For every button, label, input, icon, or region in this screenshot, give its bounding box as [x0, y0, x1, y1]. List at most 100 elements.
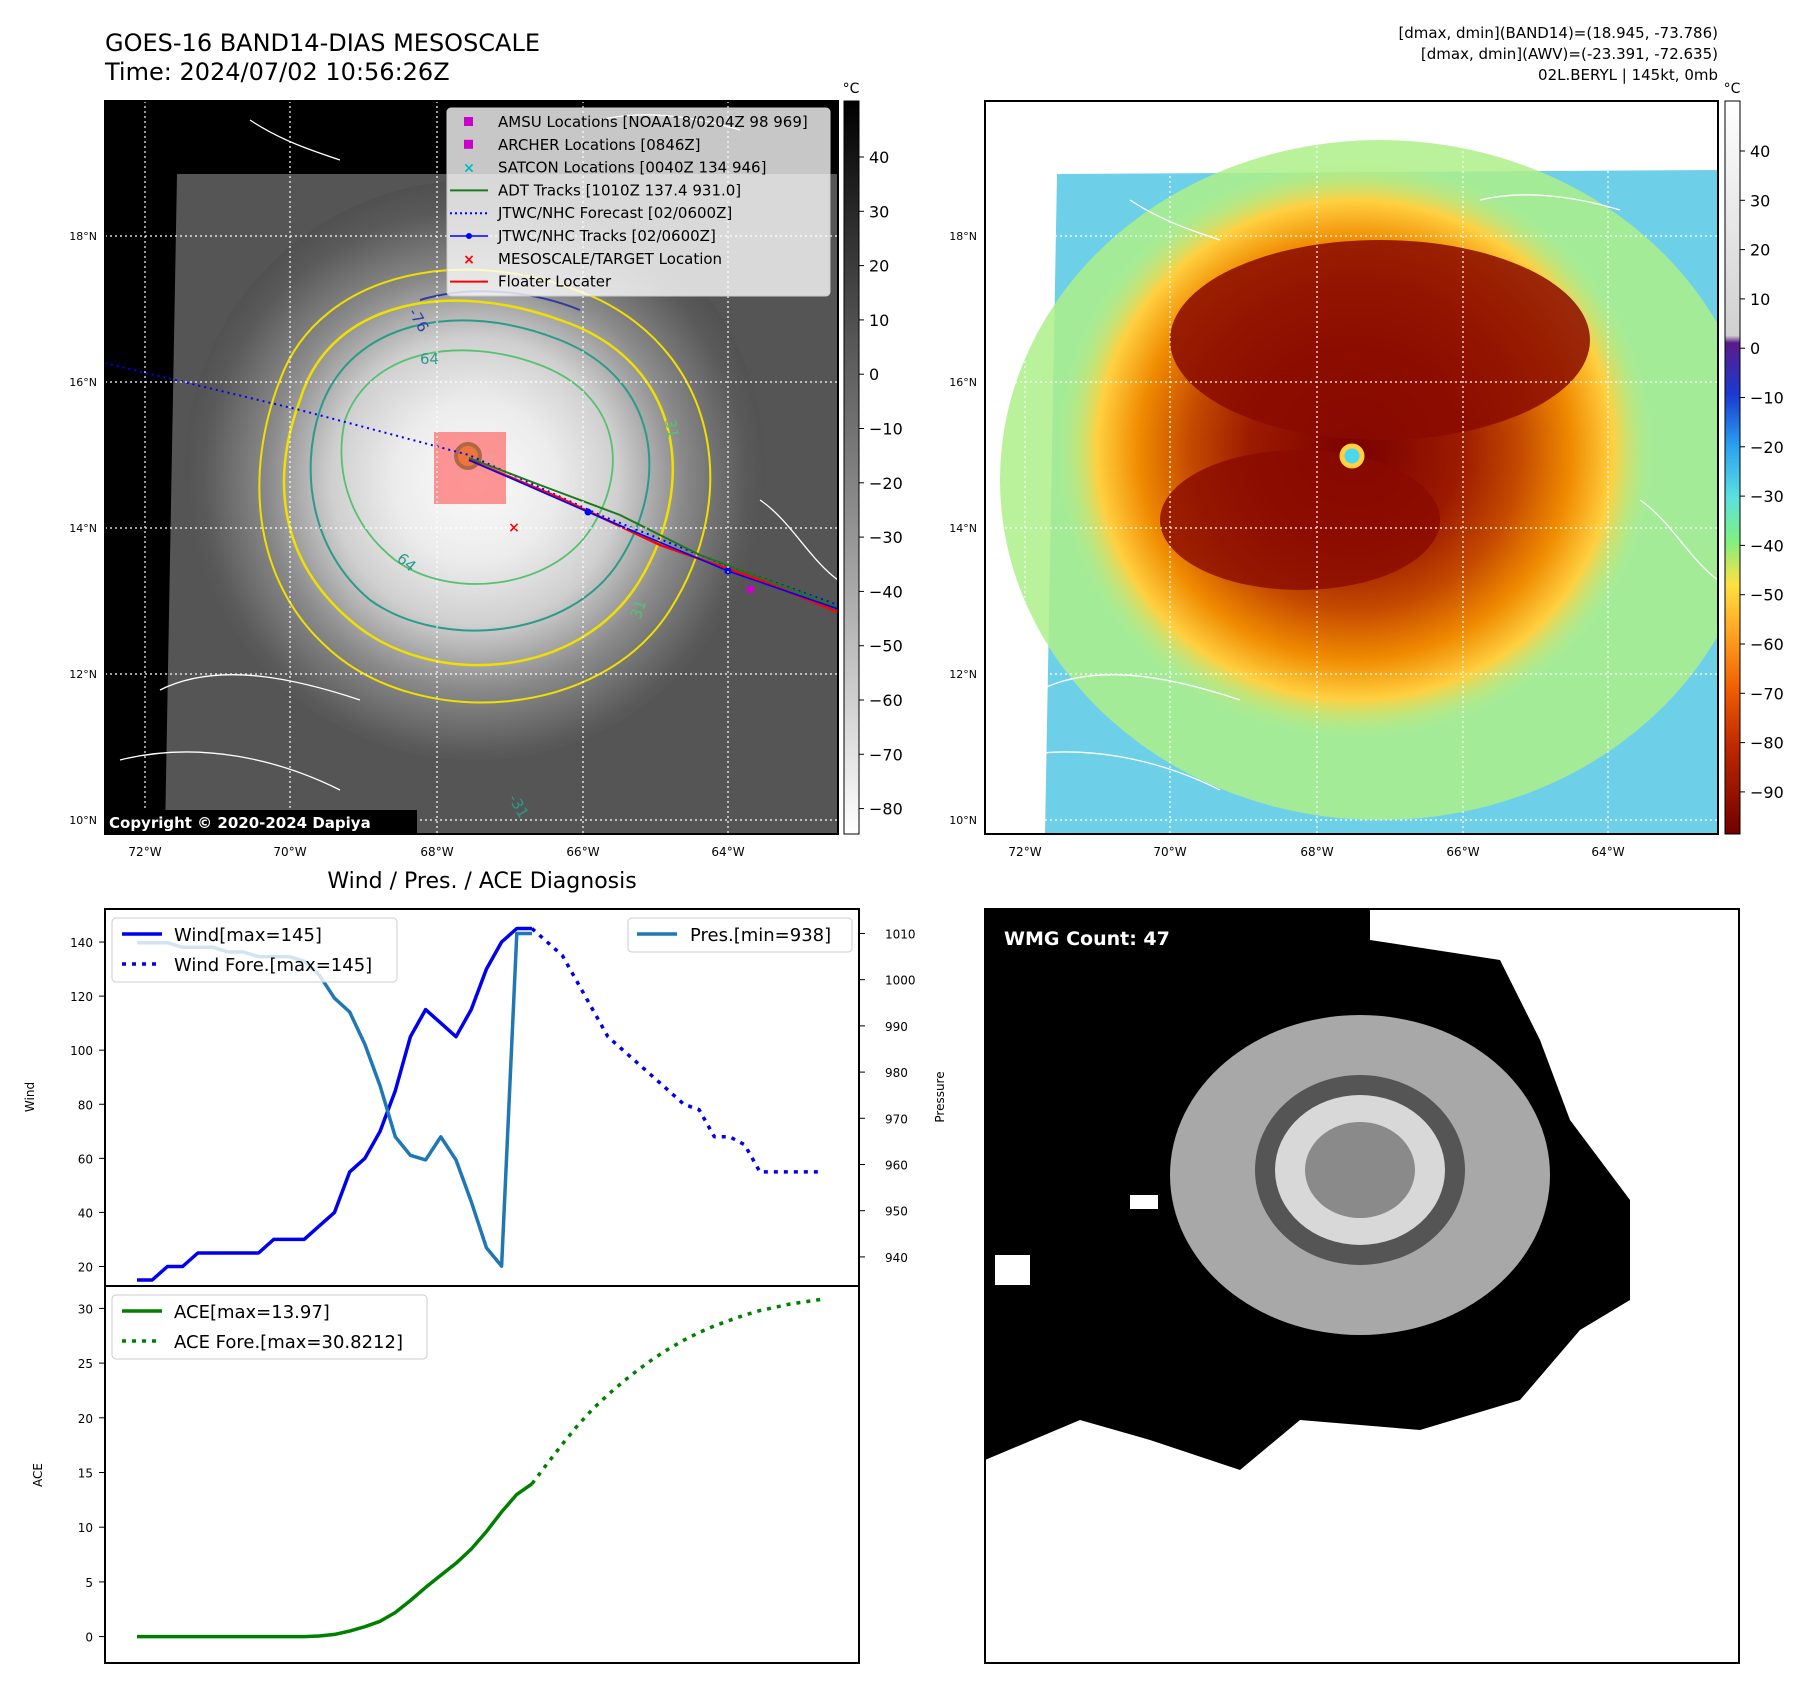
ace-forecast-line [530, 1297, 821, 1485]
legend-label: Floater Locater [498, 273, 612, 291]
color-lon-label: 64°W [1591, 845, 1624, 859]
ace-ytick-label: 20 [78, 1412, 93, 1426]
color-colorbar-tick-label: 30 [1750, 191, 1770, 210]
jtwc-track [468, 459, 838, 610]
wind-ytick-label: 20 [78, 1260, 93, 1274]
ir-colorbar-tick-label: −60 [869, 691, 903, 710]
wind-legend-label: Wind[max=145] [174, 925, 322, 946]
copyright-box [105, 810, 417, 834]
ace-ylabel: ACE [31, 1463, 45, 1487]
pressure-ytick-label: 950 [885, 1205, 908, 1219]
ir-contour-yellow [282, 299, 674, 667]
color-map-panel: 18°N 16°N 14°N 12°N 10°N 72°W 70°W 68°W 66°W 64°W… [949, 81, 1784, 859]
ace-ytick-label: 5 [85, 1576, 93, 1590]
wind-ylabel: Wind [23, 1082, 37, 1112]
legend-label: JTWC/NHC Forecast [02/0600Z] [497, 204, 732, 222]
color-colorbar-tick-label: −40 [1750, 536, 1784, 555]
color-lat-label: 14°N [949, 522, 977, 535]
diagnosis-title: Wind / Pres. / ACE Diagnosis [327, 869, 636, 894]
color-map-frame [984, 100, 1719, 835]
ace-panel: ACE 0 5 10 15 20 25 30 ACE[max=13.97] ACE Fore… [31, 1285, 860, 1664]
pressure-ytick-label: 990 [885, 1020, 908, 1034]
color-colorbar-tick-label: −30 [1750, 487, 1784, 506]
pressure-legend-box [627, 917, 853, 953]
ir-map-frame [104, 100, 839, 835]
figure-time: Time: 2024/07/02 10:56:26Z [104, 58, 450, 86]
color-colorbar-tick-label: −80 [1750, 734, 1784, 753]
legend-label: SATCON Locations [0040Z 134 946] [498, 159, 766, 177]
ir-legend: AMSU Locations [NOAA18/0204Z 98 969] ARCH… [446, 107, 831, 297]
color-lon-label: 66°W [1446, 845, 1479, 859]
info-awv: [dmax, dmin](AWV)=(-23.391, -72.635) [1421, 45, 1718, 63]
ace-legend-box [111, 1294, 428, 1360]
ir-coastlines [119, 499, 838, 791]
ir-lat-label: 18°N [69, 230, 97, 243]
target-marker: × [508, 520, 520, 536]
legend-label: MESOSCALE/TARGET Location [498, 250, 722, 268]
ir-colorbar-tick-label: 30 [869, 202, 889, 221]
ir-legend-box [446, 107, 831, 297]
wind-legend: Wind[max=145] Wind Fore.[max=145] [111, 917, 398, 983]
legend-label: JTWC/NHC Tracks [02/0600Z] [497, 227, 716, 245]
copyright-text: Copyright © 2020-2024 Dapiya [109, 814, 371, 832]
pressure-ytick-label: 980 [885, 1066, 908, 1080]
color-colorbar-tick-label: −70 [1750, 684, 1784, 703]
ir-lon-label: 68°W [420, 845, 453, 859]
pressure-ytick-label: 960 [885, 1158, 908, 1172]
color-colorbar [1724, 100, 1741, 835]
ir-colorbar-tick-label: −20 [869, 474, 903, 493]
wind-legend-box [111, 917, 398, 983]
color-lon-label: 68°W [1300, 845, 1333, 859]
ir-colorbar-tick-label: −30 [869, 528, 903, 547]
wmg-frame [984, 908, 1740, 1664]
ace-fore-legend-label: ACE Fore.[max=30.8212] [174, 1332, 403, 1353]
contour-label: 64 [420, 350, 439, 368]
legend-marker-square [464, 139, 473, 149]
ir-colorbar-unit: °C [843, 81, 860, 97]
info-storm: 02L.BERYL | 145kt, 0mb [1538, 66, 1718, 84]
pressure-ylabel: Pressure [933, 1071, 947, 1122]
legend-marker-x: × [463, 161, 475, 177]
ir-contour-teal [309, 319, 651, 632]
color-colorbar-tick-label: 0 [1750, 339, 1760, 358]
color-gridlines [985, 101, 1718, 834]
wind-ytick-label: 120 [70, 990, 93, 1004]
color-lat-label: 16°N [949, 376, 977, 389]
wmg-count-label: WMG Count: 47 [1004, 928, 1170, 950]
ace-series-line [137, 1482, 534, 1639]
color-colorbar-tick-label: −90 [1750, 783, 1784, 802]
ace-ytick-label: 25 [78, 1357, 93, 1371]
legend-marker-dot [466, 233, 472, 239]
legend-marker-x: × [463, 252, 475, 268]
ir-colorbar-tick-label: −50 [869, 637, 903, 656]
legend-marker-square [464, 117, 473, 126]
wind-ytick-label: 60 [78, 1152, 93, 1166]
ir-lon-label: 70°W [273, 845, 306, 859]
wind-pressure-panel: Wind / Pres. / ACE Diagnosis Wind Pressu… [23, 869, 947, 1287]
ir-lon-label: 66°W [566, 845, 599, 859]
color-lon-label: 70°W [1153, 845, 1186, 859]
color-colorbar-tick-label: −10 [1750, 389, 1784, 408]
ir-lat-label: 14°N [69, 522, 97, 535]
pressure-ytick-label: 970 [885, 1112, 908, 1126]
color-lat-label: 18°N [949, 230, 977, 243]
figure-title: GOES-16 BAND14-DIAS MESOSCALE [105, 29, 540, 57]
ir-lon-label: 64°W [711, 845, 744, 859]
color-lon-label: 72°W [1008, 845, 1041, 859]
color-lat-label: 10°N [949, 814, 977, 827]
wind-fore-legend-label: Wind Fore.[max=145] [174, 955, 372, 976]
pressure-ytick-label: 1000 [885, 974, 916, 988]
color-cdo-south [1160, 450, 1440, 590]
color-lat-label: 12°N [949, 668, 977, 681]
color-colorbar-tick-label: −50 [1750, 586, 1784, 605]
info-band14: [dmax, dmin](BAND14)=(18.945, -73.786) [1398, 24, 1718, 42]
legend-label: ARCHER Locations [0846Z] [498, 136, 701, 154]
ir-lat-label: 16°N [69, 376, 97, 389]
ir-colorbar-tick-label: 0 [869, 365, 879, 384]
pressure-ytick-label: 940 [885, 1251, 908, 1265]
color-coastlines [999, 499, 1718, 791]
adt-track [468, 457, 838, 608]
wmg-eye [1305, 1122, 1415, 1218]
color-colorbar-tick-label: 20 [1750, 241, 1770, 260]
